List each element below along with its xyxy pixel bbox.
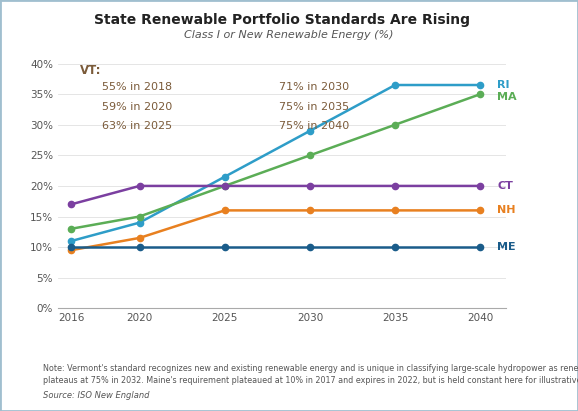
Text: 55% in 2018: 55% in 2018 [102, 82, 172, 92]
Text: 71% in 2030: 71% in 2030 [279, 82, 349, 92]
Text: CT: CT [497, 181, 513, 191]
Text: NH: NH [497, 206, 516, 215]
Text: 75% in 2035: 75% in 2035 [279, 102, 349, 111]
Text: Note: Vermont's standard recognizes new and existing renewable energy and is uni: Note: Vermont's standard recognizes new … [43, 364, 578, 373]
Text: RI: RI [497, 80, 510, 90]
Text: plateaus at 75% in 2032. Maine's requirement plateaued at 10% in 2017 and expire: plateaus at 75% in 2032. Maine's require… [43, 376, 578, 385]
Text: 59% in 2020: 59% in 2020 [102, 102, 172, 111]
Text: 75% in 2040: 75% in 2040 [279, 121, 350, 131]
Text: VT:: VT: [80, 64, 102, 76]
Text: 63% in 2025: 63% in 2025 [102, 121, 172, 131]
Text: Class I or New Renewable Energy (%): Class I or New Renewable Energy (%) [184, 30, 394, 40]
Title: State Renewable Portfolio Standards Are Rising: State Renewable Portfolio Standards Are … [94, 13, 470, 27]
Text: MA: MA [497, 92, 517, 102]
Text: ME: ME [497, 242, 516, 252]
Text: Source: ISO New England: Source: ISO New England [43, 391, 150, 400]
